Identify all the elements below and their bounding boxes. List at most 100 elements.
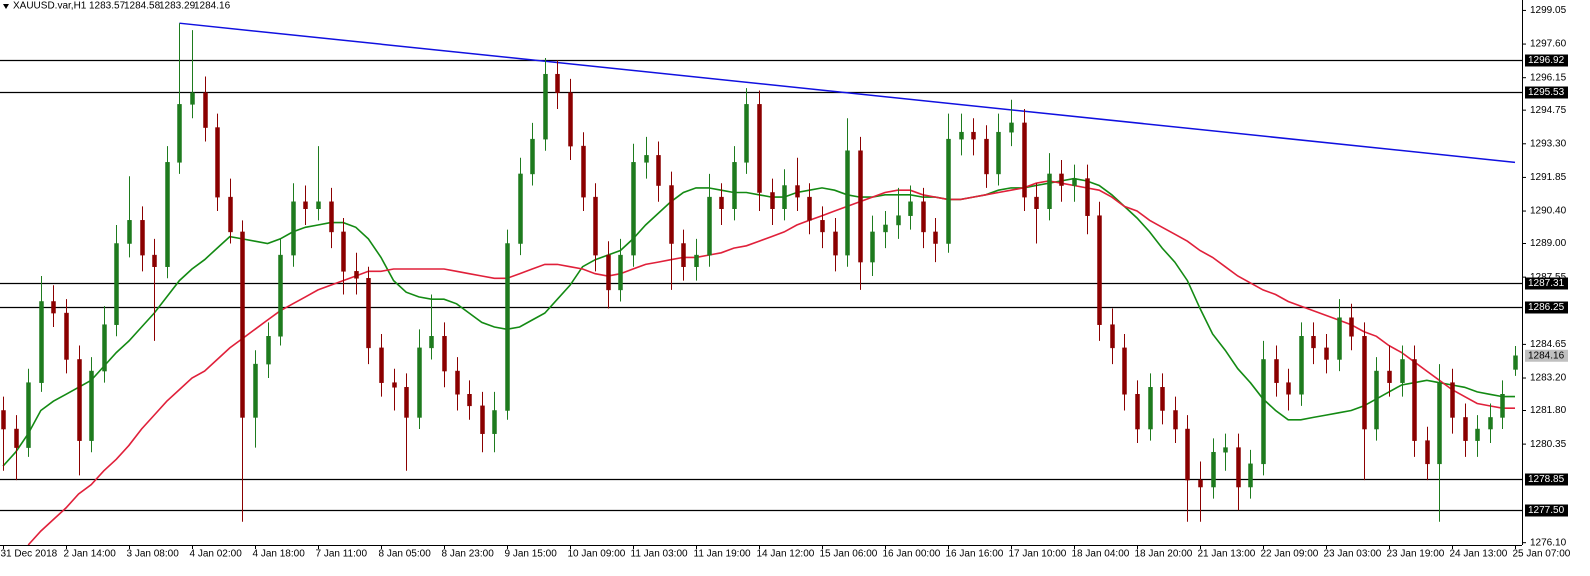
candle-body [870,231,875,263]
candle-body [1488,417,1493,430]
candle-body [165,162,170,267]
x-tick-label: 18 Jan 20:00 [1135,549,1193,560]
candle-body [1450,382,1455,418]
x-tick-label: 16 Jan 00:00 [883,549,941,560]
candle-body [770,192,775,209]
candle-body [64,312,69,360]
current-price-label: 1284.16 [1528,350,1565,361]
candle-body [883,224,888,233]
candle-body [1185,428,1190,481]
candle-body [1211,451,1216,488]
x-tick-label: 11 Jan 03:00 [631,549,689,560]
x-tick-label: 31 Dec 2018 [1,549,58,560]
candle-body [480,405,485,434]
candle-body [1009,122,1014,133]
candle-body [858,150,863,263]
candle-body [1274,359,1279,383]
candle-body [1,410,6,430]
candle-body [190,92,195,105]
candle-body [215,127,220,198]
candle-body [543,73,548,140]
candle-body [719,196,724,209]
candle-body [669,185,674,244]
x-tick-label: 4 Jan 18:00 [253,549,306,560]
y-tick-label: 1284.65 [1530,339,1567,350]
header-low: 1283.29 [159,1,196,12]
header-open: 1283.57 [89,1,126,12]
x-tick-label: 22 Jan 09:00 [1261,549,1319,560]
current-price-box [1525,349,1568,362]
candle-body [429,336,434,349]
candle-body [26,382,31,448]
candle-body [1059,173,1064,186]
candle-body [1248,463,1253,488]
candle-body [505,243,510,411]
candle-body [1400,359,1405,383]
candle-body [984,138,989,175]
level-label: 1295.53 [1528,87,1565,98]
candle-body [1286,382,1291,395]
level-label: 1296.92 [1528,55,1565,66]
candle-body [266,336,271,365]
y-tick-label: 1297.60 [1530,39,1567,50]
plot-area [0,22,1522,546]
x-tick-label: 17 Jan 10:00 [1009,549,1067,560]
candle-body [366,278,371,349]
candle-body [795,185,800,198]
candle-body [417,347,422,418]
x-tick-label: 8 Jan 23:00 [442,549,495,560]
candle-body [1148,387,1153,430]
candle-body [492,410,497,434]
y-tick-label: 1291.85 [1530,172,1567,183]
candle-body [971,131,976,140]
x-tick-label: 11 Jan 19:00 [694,549,752,560]
x-tick-label: 16 Jan 16:00 [946,549,1004,560]
x-tick-label: 23 Jan 03:00 [1324,549,1382,560]
candle-body [1412,359,1417,441]
candle-body [303,201,308,209]
candle-body [379,347,384,383]
candle-body [1122,347,1127,395]
candle-body [102,324,107,372]
x-tick-label: 4 Jan 02:00 [190,549,243,560]
y-tick-label: 1296.15 [1530,72,1567,83]
candle-body [921,201,926,233]
candle-body [1500,394,1505,418]
candle-body [518,173,523,244]
candle-body [782,185,787,209]
y-tick-label: 1280.35 [1530,439,1567,450]
candle-body [744,104,749,163]
y-tick-label: 1293.30 [1530,138,1567,149]
candle-body [467,394,472,407]
candle-body [631,162,636,256]
x-tick-label: 21 Jan 13:00 [1198,549,1256,560]
candle-body [618,254,623,291]
x-tick-label: 18 Jan 04:00 [1072,549,1130,560]
candle-body [253,363,258,418]
candle-body [807,196,812,221]
candle-body [341,231,346,272]
candle-body [1261,359,1266,465]
candle-body [392,382,397,388]
candle-body [581,145,586,198]
candle-body [1072,178,1077,186]
candle-body [1047,173,1052,209]
candle-body [820,220,825,233]
candle-body [681,243,686,267]
candle-body [1311,336,1316,349]
candle-body [707,196,712,256]
candle-body [757,104,762,193]
level-label-box [1525,277,1568,290]
moving-average [27,180,1515,546]
candle-body [1463,417,1468,441]
level-label-box [1525,301,1568,314]
candle-body [39,301,44,383]
candle-body [278,254,283,337]
candle-body [1160,387,1165,411]
candle-body [1374,370,1379,430]
candle-body [732,162,737,209]
level-label-box [1525,473,1568,486]
candle-body [1085,178,1090,216]
x-tick-label: 7 Jan 11:00 [316,549,368,560]
